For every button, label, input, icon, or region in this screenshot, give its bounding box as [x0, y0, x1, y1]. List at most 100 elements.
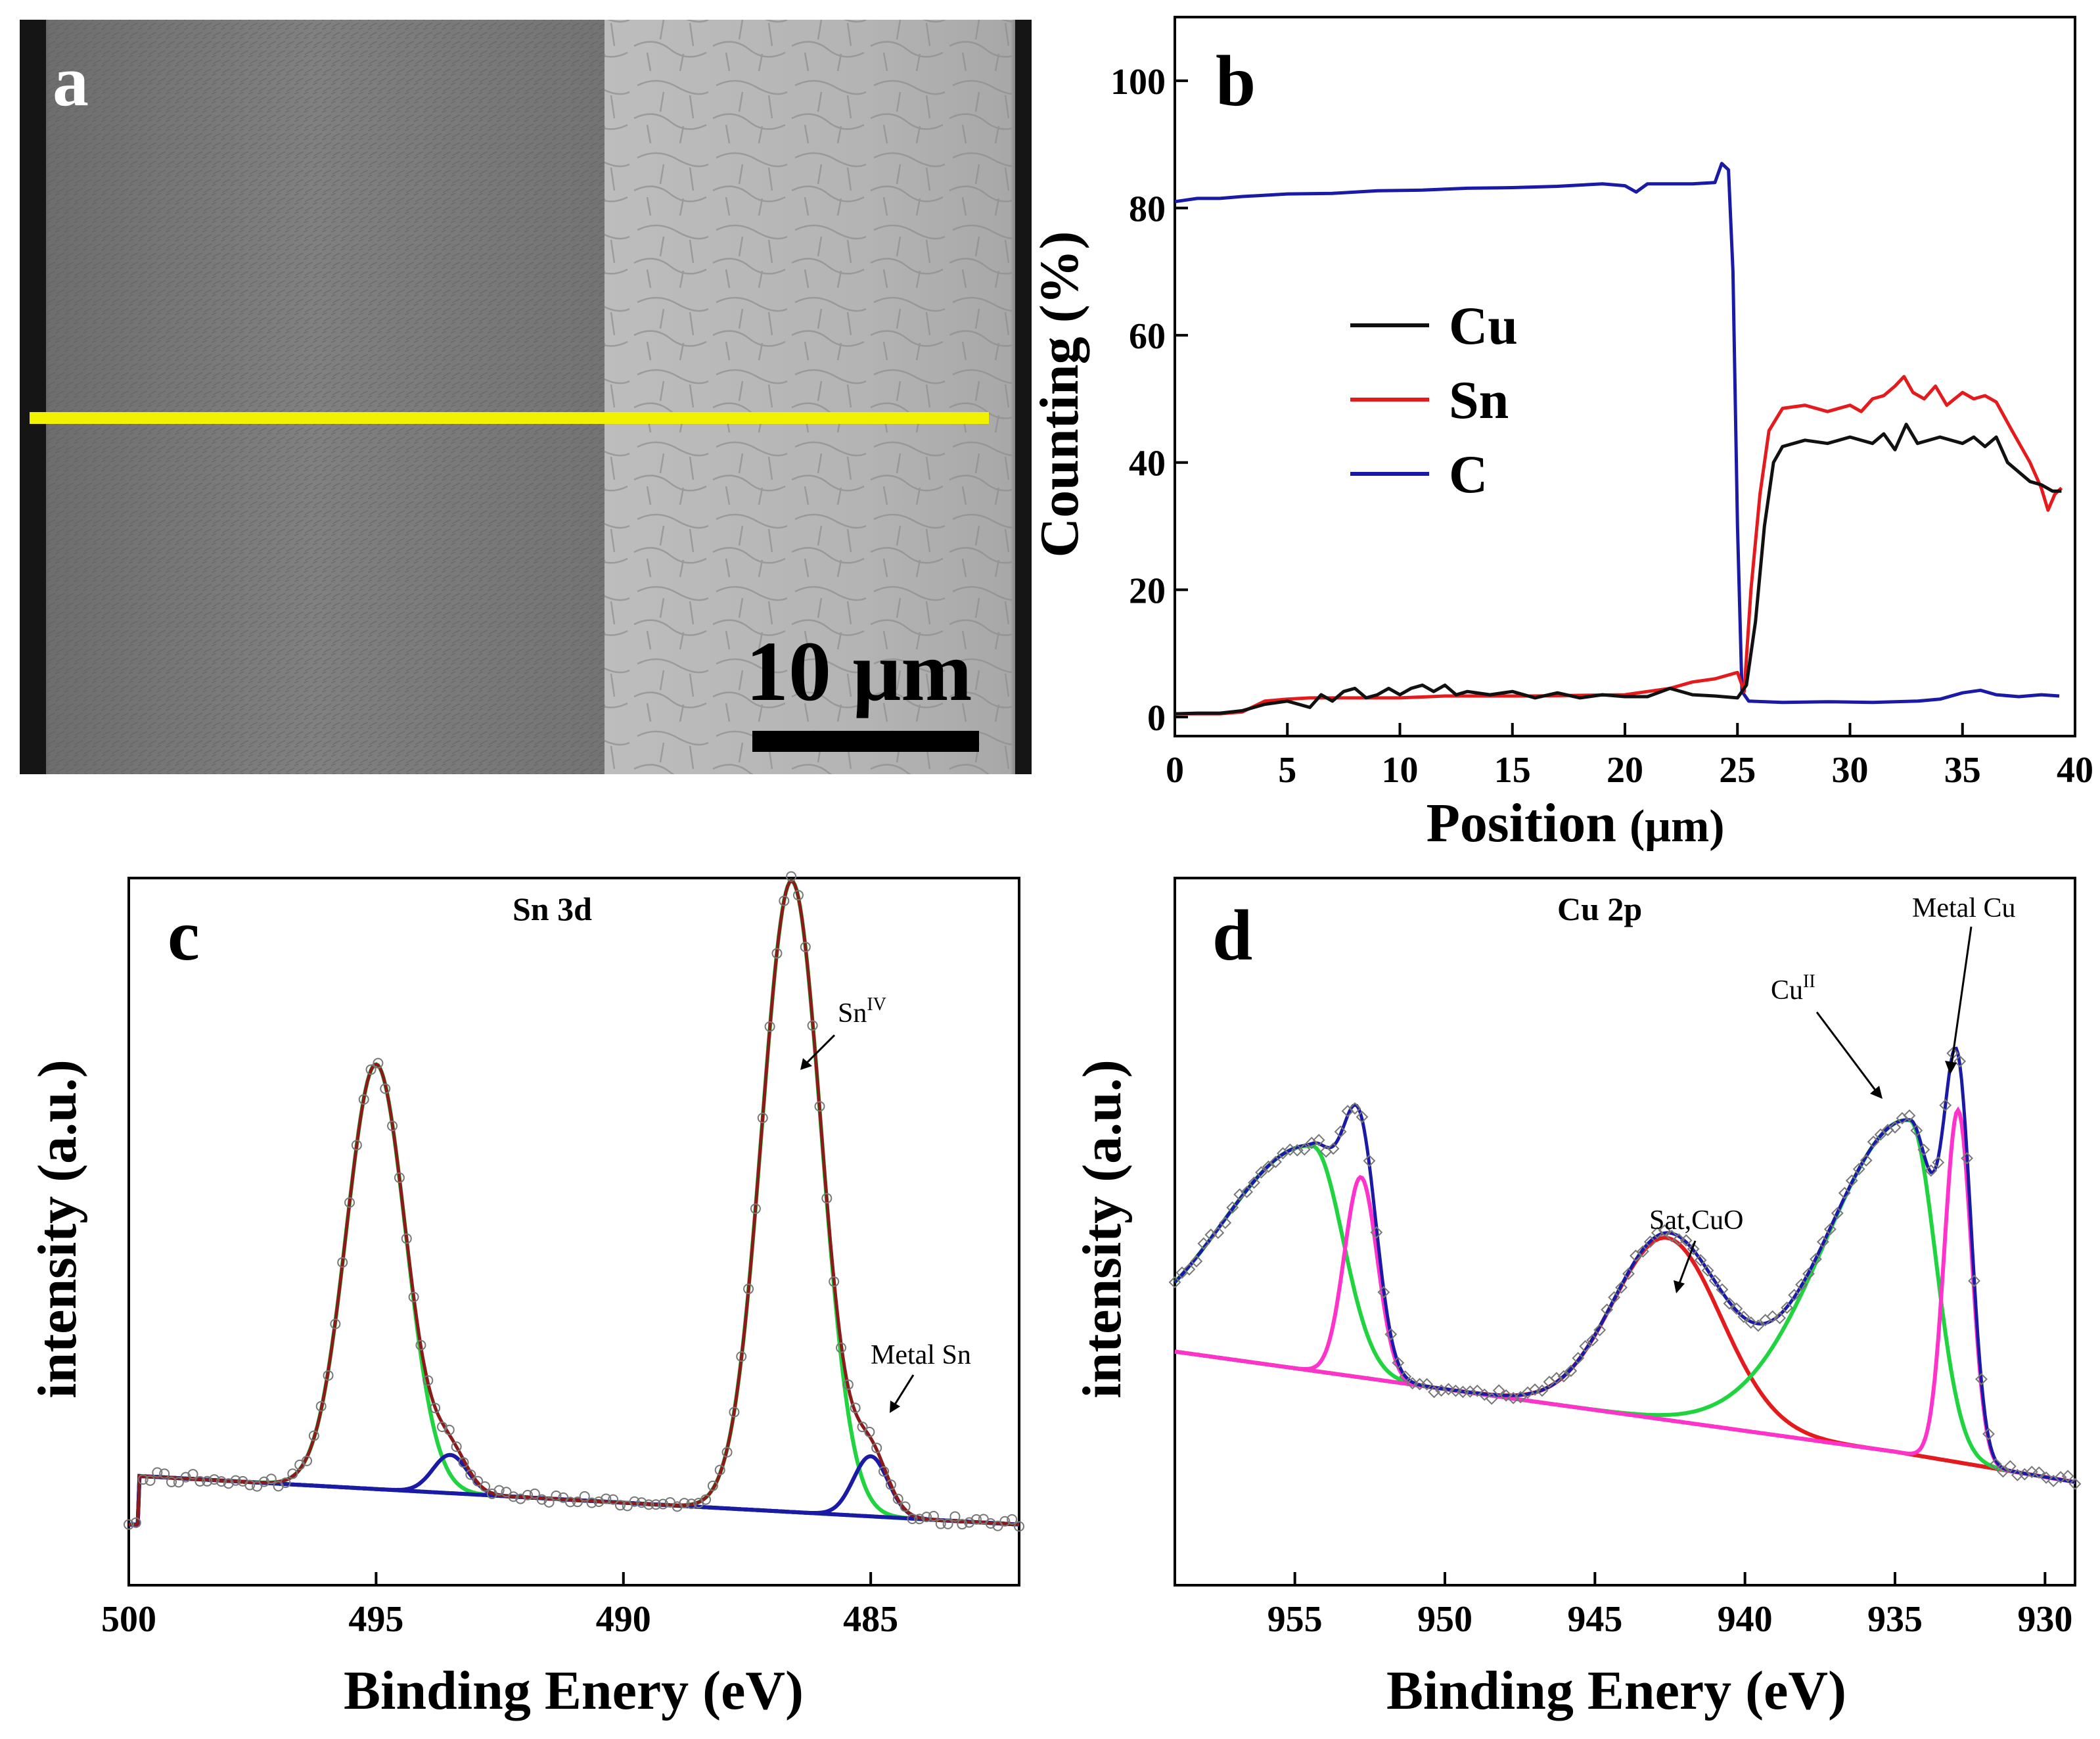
raw-data-point-d	[1528, 1383, 1541, 1396]
raw-data-point-c	[957, 1519, 968, 1530]
raw-data-point-c	[472, 1475, 484, 1487]
raw-data-point-c	[643, 1499, 654, 1510]
raw-data-point-c	[302, 1455, 312, 1466]
raw-data-point-c	[422, 1375, 434, 1386]
y-tick-label-b: 20	[1129, 570, 1166, 611]
raw-data-point-d	[1925, 1164, 1938, 1177]
annotation-sn-iv-arrowhead	[800, 1058, 812, 1070]
raw-data-point-d	[1816, 1236, 1829, 1248]
raw-data-point-d	[1449, 1384, 1462, 1397]
raw-data-point-d	[1334, 1125, 1347, 1138]
legend-label-cu: Cu	[1449, 296, 1518, 356]
panel-a-label: a	[53, 41, 89, 121]
x-tick-label-c: 490	[596, 1599, 651, 1640]
raw-data-point-c	[821, 1193, 833, 1204]
raw-data-point-c	[258, 1476, 269, 1487]
panel-b: b 0 5 10 15 20 25 30 35 40 0 20 40 60 80 100 Cu Sn C C…	[1029, 16, 2093, 854]
raw-data-point-d	[1730, 1302, 1743, 1315]
raw-data-point-c	[949, 1511, 961, 1522]
plot-frame-c	[127, 877, 1020, 1587]
raw-data-point-d	[1932, 1156, 1945, 1169]
raw-data-point-d	[1190, 1255, 1203, 1268]
raw-data-point-d	[1708, 1274, 1722, 1287]
raw-data-point-d	[1557, 1370, 1570, 1383]
raw-data-point-c	[999, 1516, 1011, 1527]
raw-data-point-d	[1298, 1143, 1311, 1156]
raw-data-point-c	[458, 1457, 469, 1468]
annotation-metal-sn-arrow	[892, 1374, 915, 1407]
raw-data-point-c	[857, 1422, 868, 1433]
raw-data-point-d	[1550, 1372, 1563, 1385]
raw-data-point-d	[1593, 1324, 1607, 1337]
raw-data-point-c	[209, 1474, 220, 1485]
raw-data-point-c	[522, 1489, 534, 1500]
raw-data-point-c	[608, 1494, 619, 1505]
raw-data-point-d	[2032, 1466, 2045, 1479]
raw-data-point-c	[152, 1467, 163, 1478]
raw-data-point-d	[1687, 1242, 1700, 1255]
raw-data-point-d	[1471, 1384, 1484, 1397]
raw-data-point-d	[1953, 1055, 1967, 1068]
x-tick-label-d: 950	[1417, 1599, 1472, 1640]
raw-data-point-c	[800, 941, 811, 952]
raw-data-point-c	[757, 1112, 768, 1123]
x-tick-label-b: 40	[2057, 750, 2093, 791]
raw-data-point-c	[216, 1476, 227, 1487]
raw-data-point-c	[892, 1493, 903, 1504]
raw-data-point-d	[1579, 1340, 1592, 1353]
legend-label-c: C	[1449, 444, 1488, 504]
scale-bar-label: 10 μm	[746, 624, 972, 719]
raw-data-point-d	[1219, 1217, 1232, 1230]
raw-data-point-d	[1608, 1291, 1620, 1304]
raw-data-point-d	[1679, 1234, 1693, 1247]
raw-data-point-d	[1643, 1236, 1656, 1248]
raw-data-point-d	[1492, 1384, 1505, 1397]
annotation-sn-iv-sup: IV	[867, 994, 886, 1015]
raw-data-point-d	[1990, 1458, 2002, 1471]
series-line-cu	[1174, 423, 2062, 716]
series-c	[124, 871, 1024, 1532]
raw-data-point-c	[779, 895, 790, 906]
raw-data-point-d	[1867, 1135, 1880, 1148]
raw-data-point-c	[928, 1510, 939, 1521]
x-tick-label-c: 495	[348, 1599, 403, 1640]
raw-data-point-c	[651, 1499, 662, 1510]
annotation-sn-iv-text: Sn	[838, 998, 867, 1029]
plot-frame-d	[1174, 877, 2076, 1587]
raw-data-point-d	[1269, 1155, 1282, 1169]
raw-data-point-c	[380, 1083, 391, 1094]
raw-data-point-d	[1810, 1253, 1822, 1266]
raw-data-point-c	[750, 1203, 761, 1215]
raw-data-point-d	[1377, 1286, 1390, 1299]
raw-data-point-d	[1838, 1186, 1851, 1199]
raw-data-point-c	[842, 1379, 854, 1390]
raw-data-point-c	[871, 1443, 882, 1454]
raw-data-point-c	[223, 1478, 234, 1489]
panel-d-title: Cu 2p	[1557, 891, 1642, 927]
raw-data-point-c	[444, 1424, 455, 1435]
annotation-metal-cu: Metal Cu	[1912, 893, 2015, 1075]
annotation-metal-sn: Metal Sn	[871, 1340, 971, 1413]
component-peak-d-4	[1174, 1106, 2076, 1484]
raw-data-point-d	[1586, 1333, 1599, 1347]
x-tick-label-b: 20	[1607, 750, 1643, 791]
sem-texture	[20, 20, 605, 774]
annotation-sat-cuo-label: Sat,CuO	[1649, 1205, 1744, 1236]
raw-data-point-c	[124, 1519, 134, 1530]
y-tick-label-b: 0	[1147, 698, 1166, 739]
raw-data-point-c	[636, 1497, 647, 1508]
raw-data-point-c	[565, 1496, 576, 1508]
raw-data-point-d	[1917, 1143, 1930, 1156]
raw-data-point-c	[265, 1473, 277, 1485]
raw-data-point-c	[337, 1257, 348, 1268]
raw-data-point-c	[244, 1479, 256, 1491]
x-axis-label-c: Binding Enery (eV)	[344, 1660, 804, 1721]
raw-data-point-c	[885, 1479, 896, 1491]
raw-data-point-c	[387, 1121, 398, 1132]
raw-data-point-d	[1694, 1254, 1707, 1266]
raw-data-point-c	[935, 1518, 946, 1529]
raw-data-point-d	[1658, 1224, 1671, 1237]
raw-data-point-c	[829, 1276, 840, 1287]
x-tick-label-b: 15	[1494, 750, 1531, 791]
annotation-cu-ii-label: CuII	[1771, 971, 1815, 1006]
